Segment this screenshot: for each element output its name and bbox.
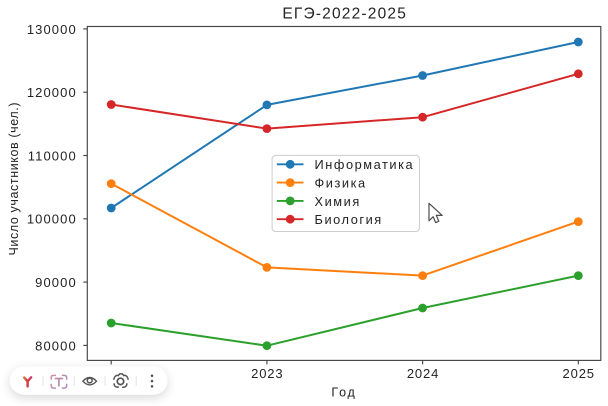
svg-text:100000: 100000 bbox=[27, 212, 77, 227]
svg-text:2025: 2025 bbox=[563, 366, 595, 381]
svg-text:Физика: Физика bbox=[315, 176, 367, 191]
svg-text:Химия: Химия bbox=[315, 194, 361, 209]
svg-text:Биология: Биология bbox=[315, 212, 383, 227]
svg-text:2024: 2024 bbox=[407, 366, 439, 381]
svg-text:Число участников (чел.): Число участников (чел.) bbox=[7, 102, 21, 256]
svg-text:ЕГЭ-2022-2025: ЕГЭ-2022-2025 bbox=[282, 5, 407, 22]
svg-text:110000: 110000 bbox=[28, 148, 77, 163]
svg-text:130000: 130000 bbox=[27, 22, 77, 37]
svg-text:90000: 90000 bbox=[35, 275, 77, 290]
svg-text:2023: 2023 bbox=[251, 366, 283, 381]
svg-text:80000: 80000 bbox=[35, 338, 77, 353]
svg-text:Год: Год bbox=[331, 385, 356, 399]
svg-text:120000: 120000 bbox=[27, 85, 77, 100]
svg-text:Информатика: Информатика bbox=[315, 157, 415, 172]
